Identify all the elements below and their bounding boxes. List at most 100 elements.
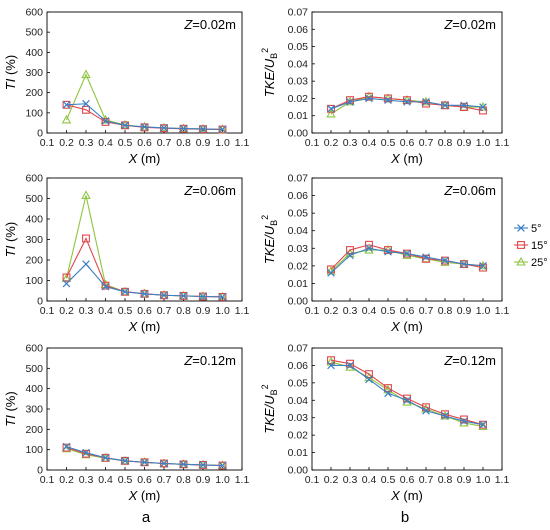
x-axis-title-unit: (m) (137, 151, 160, 166)
x-axis-title-unit: (m) (137, 319, 160, 334)
x-axis-title-var: X (128, 488, 139, 503)
x-tick-label: 1.0 (215, 137, 230, 149)
data-point (199, 461, 207, 469)
x-tick-label: 0.9 (457, 305, 472, 317)
y-tick-label: 0.03 (288, 412, 309, 424)
x-axis-title: X (m) (390, 319, 423, 334)
z-height-var: Z (443, 17, 453, 32)
x-tick-label: 0.3 (343, 137, 358, 149)
x-tick-label: 0.9 (457, 137, 472, 149)
data-point (365, 94, 373, 103)
x-tick-label: 0.7 (419, 137, 434, 149)
x-tick-label: 0.3 (343, 474, 358, 486)
z-height-label: Z=0.02m (443, 17, 496, 32)
z-height-value: =0.02m (452, 17, 496, 32)
x-tick-label: 0.6 (400, 474, 415, 486)
chart-a-mid: 0 100 200 300 400 500 600 0.1 0.2 0.3 0.4 0.5 0.6 0.7… (3, 173, 249, 335)
data-point (441, 256, 449, 265)
z-height-label: Z=0.06m (443, 183, 496, 198)
y-tick-label: 500 (25, 193, 43, 205)
data-point (62, 442, 71, 451)
x-tick-label: 0.8 (438, 137, 453, 149)
z-height-value: =0.06m (192, 183, 236, 198)
data-point (81, 69, 91, 79)
data-point (365, 375, 373, 384)
x-tick-label: 1.0 (476, 305, 491, 317)
y-tick-label: 0.01 (288, 447, 309, 459)
y-axis-title-sup: 2 (260, 215, 270, 220)
series-line (330, 359, 484, 426)
x-axis-title-unit: (m) (400, 319, 423, 334)
data-point (160, 291, 168, 300)
y-tick-label: 0.06 (288, 24, 309, 36)
y-axis-title-unit: (%) (3, 55, 18, 79)
x-tick-label: 0.8 (438, 474, 453, 486)
y-tick-label: 200 (25, 424, 43, 436)
data-point (327, 269, 335, 277)
x-tick-label: 0.3 (79, 305, 94, 317)
data-point (121, 457, 129, 465)
data-point (179, 292, 188, 300)
x-tick-label: 0.7 (419, 305, 434, 317)
data-point (479, 262, 487, 270)
data-point (403, 98, 411, 106)
x-tick-label: 0.4 (362, 474, 377, 486)
x-axis-title: X (m) (390, 488, 423, 503)
y-tick-label: 400 (25, 383, 43, 395)
x-tick-label: 0.7 (157, 305, 172, 317)
series-25deg (61, 69, 228, 133)
data-point (82, 234, 90, 243)
x-tick-label: 0.2 (324, 137, 339, 149)
chart-b-top: 0.00 0.01 0.02 0.03 0.04 0.05 0.06 0.07 0.1 0.2 0.… (260, 7, 509, 167)
y-tick-label: 0.06 (288, 360, 309, 372)
data-point (326, 108, 336, 118)
x-tick-label: 1.0 (476, 474, 491, 486)
data-point (422, 254, 430, 263)
data-point (479, 103, 487, 111)
data-point (327, 104, 335, 113)
legend-marker (517, 224, 525, 232)
data-point (327, 361, 335, 370)
data-point (441, 101, 449, 110)
z-height-var: Z (183, 183, 193, 198)
x-axis-title-unit: (m) (400, 151, 423, 166)
x-tick-label: 0.9 (196, 305, 211, 317)
y-axis-title: TI (%) (3, 55, 18, 90)
y-tick-label: 0.04 (288, 225, 309, 237)
z-height-value: =0.12m (452, 353, 496, 368)
data-point (101, 117, 110, 125)
x-tick-label: 0.4 (362, 137, 377, 149)
data-point (403, 96, 411, 105)
y-axis-title-tke: TKE/U (262, 395, 277, 434)
x-tick-label: 0.1 (40, 137, 55, 149)
z-height-label: Z=0.12m (443, 353, 496, 368)
y-tick-label: 300 (25, 404, 43, 416)
data-point (61, 273, 72, 282)
y-tick-label: 0 (37, 296, 43, 308)
data-point (441, 256, 449, 265)
data-point (81, 190, 91, 199)
y-tick-label: 0.02 (288, 260, 309, 272)
y-tick-label: 400 (25, 47, 43, 59)
z-height-label: Z=0.06m (183, 183, 236, 198)
data-point (179, 460, 188, 469)
y-tick-label: 600 (25, 173, 43, 185)
series-5deg (62, 99, 227, 134)
series-line (65, 195, 223, 298)
x-tick-label: 0.9 (457, 474, 472, 486)
data-point (82, 105, 90, 114)
x-tick-label: 0.3 (79, 137, 94, 149)
x-tick-label: 0.8 (176, 305, 191, 317)
data-point (384, 96, 392, 104)
x-tick-label: 0.2 (324, 474, 339, 486)
chart-a-top: 0 100 200 300 400 500 600 0.1 0.2 0.3 0.4 0.5 0.6 0.7… (3, 7, 249, 167)
y-tick-label: 0.00 (288, 465, 309, 477)
z-height-value: =0.06m (452, 183, 496, 198)
x-tick-label: 0.3 (79, 474, 94, 486)
x-tick-label: 0.4 (98, 305, 113, 317)
y-axis-title: TI (%) (3, 222, 18, 257)
y-tick-label: 0.01 (288, 110, 309, 122)
x-tick-label: 1.0 (476, 137, 491, 149)
data-point (179, 124, 188, 133)
